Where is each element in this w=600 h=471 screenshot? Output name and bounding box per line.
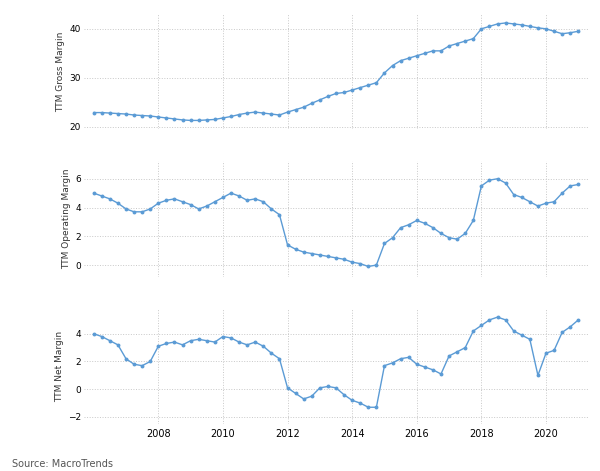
Text: Source: MacroTrends: Source: MacroTrends — [12, 459, 113, 469]
Y-axis label: TTM Operating Margin: TTM Operating Margin — [62, 169, 71, 269]
Y-axis label: TTM Gross Margin: TTM Gross Margin — [56, 32, 65, 112]
Y-axis label: TTM Net Margin: TTM Net Margin — [55, 331, 64, 402]
